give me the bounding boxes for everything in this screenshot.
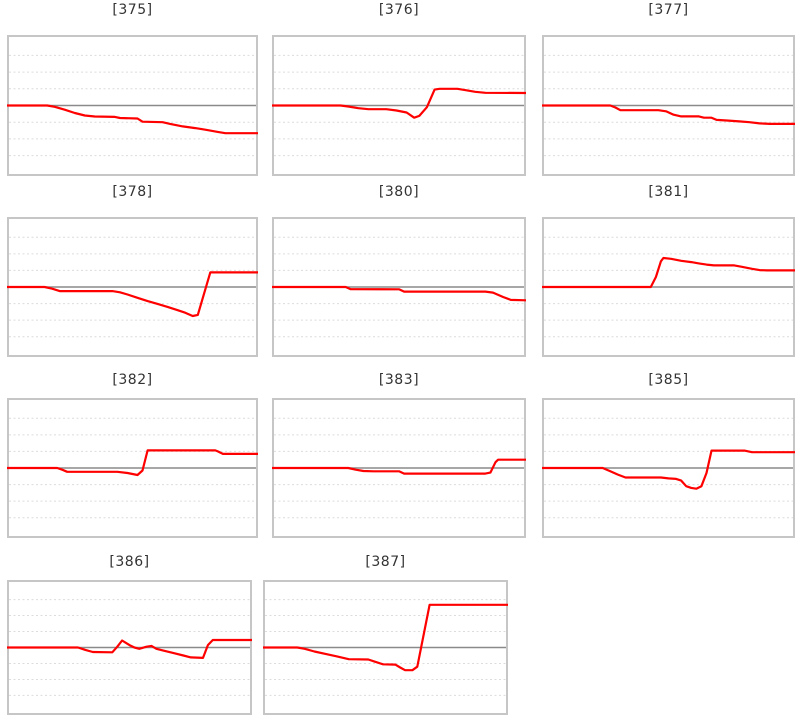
- plot-area-383: [272, 398, 526, 538]
- chart-title-385: [385]: [648, 372, 689, 388]
- plot-area-377: [542, 35, 795, 176]
- chart-title-381: [381]: [648, 184, 689, 200]
- series-line-377: [542, 104, 795, 126]
- plot-area-382: [7, 398, 258, 538]
- plot-area-387: [263, 580, 508, 715]
- line-plot-386: [7, 599, 252, 696]
- chart-title-386: [386]: [109, 554, 150, 570]
- plot-area-380: [272, 217, 527, 357]
- series-line-375: [7, 104, 258, 135]
- line-plot-385: [542, 417, 795, 519]
- line-plot-382: [7, 417, 258, 519]
- chart-title-375: [375]: [112, 2, 153, 18]
- plot-area-385: [542, 398, 795, 538]
- line-plot-383: [272, 417, 526, 519]
- series-line-376: [272, 87, 527, 119]
- plot-area-378: [7, 217, 258, 357]
- line-plot-387: [263, 599, 508, 696]
- chart-title-380: [380]: [378, 184, 420, 200]
- series-line-381: [542, 256, 795, 289]
- line-plot-380: [272, 236, 527, 338]
- series-line-383: [272, 458, 526, 475]
- chart-title-387: [387]: [365, 554, 406, 570]
- line-plot-378: [7, 236, 258, 338]
- line-plot-376: [272, 54, 527, 157]
- plot-area-381: [542, 217, 795, 357]
- chart-title-382: [382]: [112, 372, 153, 388]
- series-line-387: [263, 603, 508, 672]
- chart-title-378: [378]: [112, 184, 153, 200]
- series-line-386: [7, 638, 252, 660]
- chart-title-377: [377]: [648, 2, 689, 18]
- series-line-385: [542, 449, 795, 490]
- chart-title-383: [383]: [378, 372, 420, 388]
- plot-area-375: [7, 35, 258, 176]
- series-line-378: [7, 271, 258, 318]
- line-plot-377: [542, 54, 795, 157]
- plot-area-386: [7, 580, 252, 715]
- series-line-380: [272, 285, 527, 302]
- line-plot-375: [7, 54, 258, 157]
- line-plot-381: [542, 236, 795, 338]
- chart-title-376: [376]: [378, 2, 420, 18]
- series-line-382: [7, 449, 258, 477]
- plot-area-376: [272, 35, 527, 176]
